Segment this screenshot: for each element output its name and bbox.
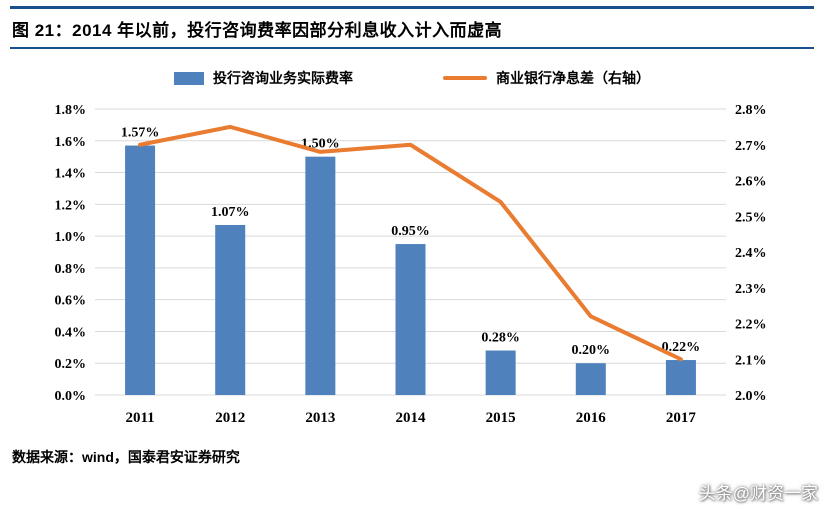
right-axis-tick: 2.1% — [735, 353, 767, 368]
x-axis-label-2011: 2011 — [125, 410, 154, 426]
bar-value-label-2016: 0.20% — [572, 343, 611, 358]
right-axis-tick: 2.8% — [735, 103, 767, 118]
title-bottom-rule — [10, 47, 814, 49]
left-axis-tick: 0.0% — [55, 389, 87, 404]
title-top-rule — [10, 6, 814, 9]
bar-value-label-2011: 1.57% — [121, 126, 160, 141]
right-axis-tick: 2.0% — [735, 389, 767, 404]
watermark: 头条@财资一家 — [698, 484, 818, 503]
legend-item-line-series: 商业银行净息差（右轴） — [443, 68, 650, 88]
x-axis-label-2017: 2017 — [666, 410, 697, 426]
bar-2012 — [215, 224, 246, 395]
left-axis-tick: 1.2% — [55, 198, 87, 213]
legend-item-bar-series: 投行咨询业务实际费率 — [174, 68, 353, 88]
source-note: 数据来源：wind，国泰君安证券研究 — [12, 449, 240, 465]
left-axis-tick: 0.6% — [55, 294, 87, 309]
net-interest-margin-line — [138, 124, 683, 362]
bar-2016 — [575, 363, 606, 395]
right-axis-tick: 2.3% — [735, 282, 767, 297]
right-axis-tick: 2.2% — [735, 318, 767, 333]
bar-2013 — [305, 156, 336, 395]
legend-bar-label: 投行咨询业务实际费率 — [213, 70, 353, 86]
right-axis-tick: 2.7% — [735, 139, 767, 154]
x-axis-label-2015: 2015 — [486, 410, 516, 426]
left-axis-tick: 0.4% — [55, 325, 87, 340]
right-axis-tick: 2.4% — [735, 246, 767, 261]
bar-2011 — [125, 145, 156, 395]
legend-line-label: 商业银行净息差（右轴） — [496, 70, 650, 86]
bar-2015 — [485, 350, 516, 395]
combo-chart: 1.8% 1.6% 1.4% 1.2% 1.0% 0.8% 0.6% 0.4% 0.2% 0.0%… — [55, 103, 767, 426]
bar-value-label-2017: 0.22% — [662, 340, 701, 355]
x-axis-label-2013: 2013 — [305, 410, 335, 426]
left-axis-tick: 1.6% — [55, 135, 87, 150]
x-axis-label-2016: 2016 — [576, 410, 607, 426]
bar-value-label-2015: 0.28% — [481, 331, 520, 346]
left-axis-tick: 1.8% — [55, 103, 87, 118]
legend: 投行咨询业务实际费率 商业银行净息差（右轴） — [0, 67, 824, 89]
bar-value-label-2012: 1.07% — [211, 205, 250, 220]
left-axis-tick: 1.0% — [55, 230, 87, 245]
bar-value-label-2014: 0.95% — [391, 224, 430, 239]
chart-title: 图 21：2014 年以前，投行咨询费率因部分利息收入计入而虚高 — [12, 21, 503, 40]
x-axis-label-2012: 2012 — [215, 410, 245, 426]
line-series-swatch-icon — [443, 76, 487, 80]
bar-series-swatch-icon — [174, 71, 204, 85]
right-axis-tick: 2.6% — [735, 175, 767, 190]
left-axis-tick: 1.4% — [55, 167, 87, 182]
left-axis-tick: 0.8% — [55, 262, 87, 277]
left-axis-tick: 0.2% — [55, 357, 87, 372]
bar-2017 — [665, 360, 696, 395]
chart-title-bar: 图 21：2014 年以前，投行咨询费率因部分利息收入计入而虚高 — [0, 0, 824, 49]
right-axis-tick: 2.5% — [735, 210, 767, 225]
bar-2014 — [395, 244, 426, 395]
x-axis-label-2014: 2014 — [396, 410, 427, 426]
